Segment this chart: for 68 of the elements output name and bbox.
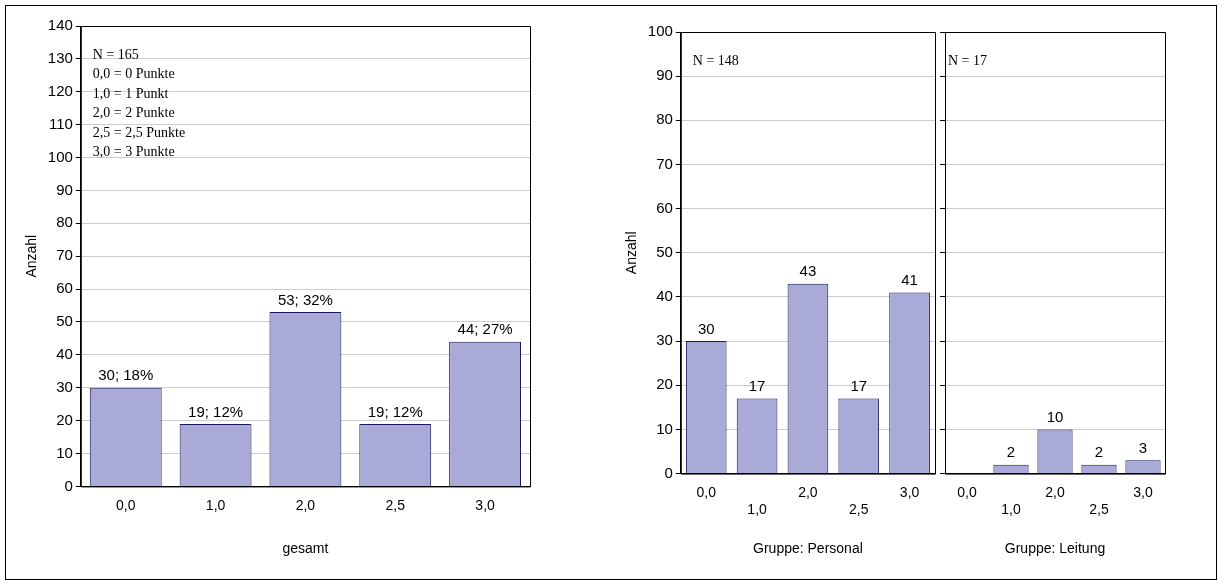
y-tick-label: 90 bbox=[56, 180, 73, 198]
y-tick-label: 70 bbox=[56, 246, 73, 264]
annotation: 3,0 = 3 Punkte bbox=[92, 144, 175, 160]
annotation: N = 165 bbox=[92, 46, 139, 62]
y-tick-label: 30 bbox=[656, 331, 673, 349]
data-label: 30 bbox=[697, 319, 715, 337]
data-label: 30; 18% bbox=[98, 366, 154, 384]
annotation: 1,0 = 1 Punkt bbox=[92, 85, 169, 101]
x-tick-label: 2,5 bbox=[385, 496, 406, 513]
y-axis-title: Anzahl bbox=[23, 234, 40, 278]
x-axis-title: Gruppe: Personal bbox=[753, 540, 863, 557]
data-label: 2 bbox=[1094, 443, 1104, 461]
y-tick-label: 90 bbox=[656, 66, 673, 84]
x-tick-label: 1,0 bbox=[747, 500, 768, 517]
y-tick-label: 20 bbox=[56, 410, 73, 428]
x-tick-label: 1,0 bbox=[205, 496, 226, 513]
x-tick-label: 2,0 bbox=[798, 483, 818, 500]
y-tick-label: 40 bbox=[656, 287, 673, 305]
y-tick-label: 60 bbox=[656, 198, 673, 216]
y-tick-label: 0 bbox=[64, 476, 73, 494]
data-label: 41 bbox=[901, 271, 918, 289]
annotation: N = 17 bbox=[948, 52, 988, 68]
y-tick-label: 100 bbox=[647, 22, 673, 40]
data-label: 10 bbox=[1046, 408, 1064, 426]
data-label: 2 bbox=[1006, 443, 1016, 461]
data-label: 19; 12% bbox=[367, 402, 423, 420]
y-tick-label: 70 bbox=[656, 154, 673, 172]
y-tick-label: 10 bbox=[56, 443, 73, 461]
y-tick-label: 120 bbox=[47, 81, 73, 99]
data-label: 53; 32% bbox=[277, 290, 333, 308]
y-tick-label: 40 bbox=[56, 345, 73, 362]
data-label: 17 bbox=[748, 377, 766, 395]
x-tick-label: 2,5 bbox=[849, 500, 869, 517]
y-tick-label: 80 bbox=[56, 213, 73, 231]
annotation: 0,0 = 0 Punkte bbox=[92, 66, 175, 82]
annotation: N = 148 bbox=[692, 52, 739, 68]
y-tick-label: 140 bbox=[47, 16, 73, 34]
annotation: 2,5 = 2,5 Punkte bbox=[92, 124, 186, 140]
y-tick-label: 30 bbox=[56, 377, 73, 395]
y-tick-label: 80 bbox=[656, 110, 673, 128]
data-label: 44; 27% bbox=[457, 320, 513, 338]
x-tick-label: 0,0 bbox=[696, 483, 717, 500]
data-label: 3 bbox=[1138, 438, 1148, 456]
x-tick-label: 2,5 bbox=[1089, 500, 1109, 517]
x-tick-label: 3,0 bbox=[1133, 483, 1153, 500]
x-tick-label: 3,0 bbox=[475, 496, 496, 513]
x-tick-label: 0,0 bbox=[116, 496, 136, 513]
x-tick-label: 3,0 bbox=[899, 483, 920, 500]
x-tick-label: 2,0 bbox=[1045, 483, 1065, 500]
x-tick-label: 1,0 bbox=[1001, 500, 1021, 517]
y-tick-label: 50 bbox=[56, 312, 73, 330]
y-tick-label: 100 bbox=[47, 147, 73, 165]
x-tick-label: 2,0 bbox=[295, 496, 316, 513]
y-tick-label: 20 bbox=[656, 375, 673, 393]
annotation: 2,0 = 2 Punkte bbox=[92, 105, 175, 121]
x-axis-title: Gruppe: Leitung bbox=[1004, 540, 1106, 557]
y-axis-title: Anzahl bbox=[623, 231, 640, 275]
y-tick-label: 130 bbox=[47, 49, 73, 67]
y-tick-label: 50 bbox=[656, 242, 673, 260]
y-tick-label: 110 bbox=[48, 114, 73, 132]
y-tick-label: 0 bbox=[664, 463, 673, 481]
data-label: 17 bbox=[850, 377, 868, 395]
x-axis-title: gesamt bbox=[282, 540, 329, 557]
y-tick-label: 60 bbox=[56, 279, 73, 297]
data-label: 19; 12% bbox=[188, 402, 244, 420]
data-label: 43 bbox=[799, 262, 817, 280]
y-tick-label: 10 bbox=[656, 419, 673, 437]
x-tick-label: 0,0 bbox=[957, 483, 977, 500]
